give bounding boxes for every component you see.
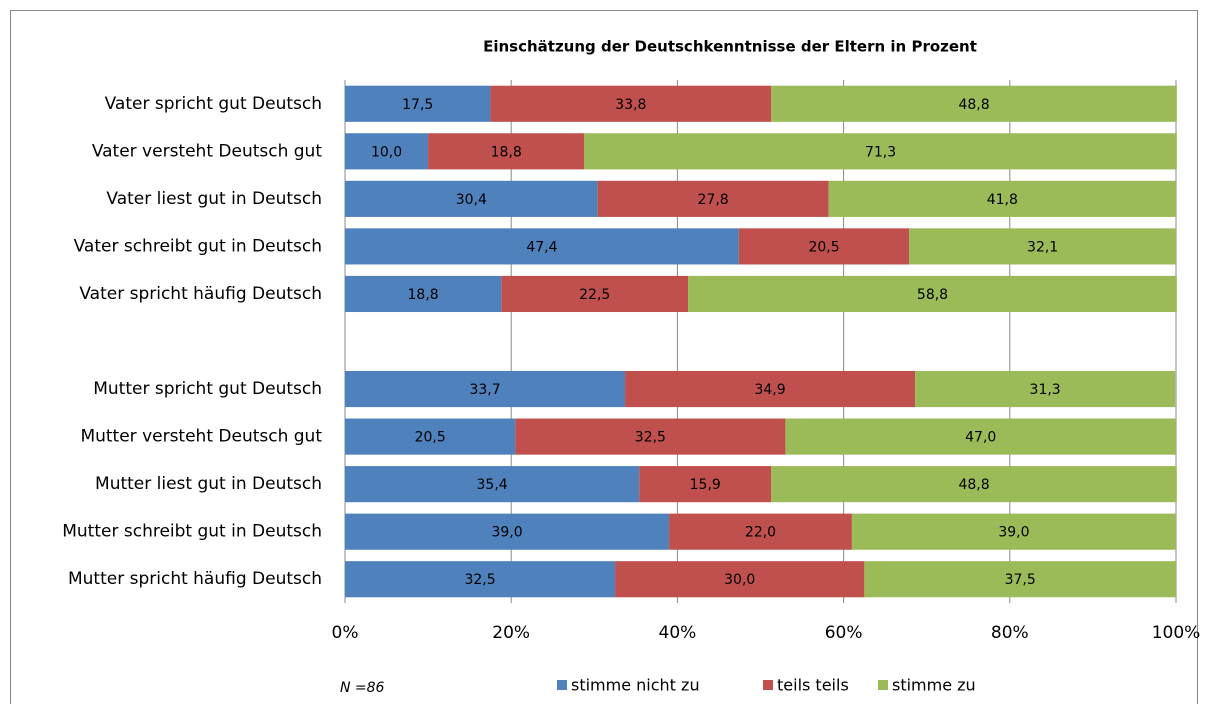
x-tick-label: 0% (332, 623, 359, 643)
x-tick-label: 20% (492, 623, 530, 643)
data-label: 27,8 (698, 192, 729, 208)
data-label: 18,8 (408, 287, 439, 303)
data-label: 58,8 (917, 287, 948, 303)
data-label: 32,5 (635, 430, 666, 446)
y-tick-label: Vater spricht häufig Deutsch (79, 284, 322, 304)
bar-segment (584, 133, 1177, 170)
bar-segment (615, 561, 865, 598)
bar-segment (915, 370, 1176, 408)
y-tick-label: Vater versteht Deutsch gut (92, 141, 323, 161)
y-tick-label: Mutter spricht gut Deutsch (93, 379, 322, 399)
bar-segment (597, 180, 829, 217)
legend-swatch (557, 680, 567, 690)
bar-segment (345, 275, 502, 313)
annotation: N =86 (340, 680, 385, 696)
chart-title: Einschätzung der Deutschkenntnisse der E… (483, 38, 977, 56)
data-label: 17,5 (402, 97, 433, 113)
data-label: 47,0 (965, 430, 996, 446)
bar-segment (501, 275, 689, 313)
bar-segment (625, 370, 916, 408)
bar-segment (345, 228, 739, 265)
bar-segment (515, 418, 786, 455)
data-label: 22,5 (579, 287, 610, 303)
bar-segment (771, 466, 1177, 503)
data-label: 71,3 (865, 144, 896, 160)
data-label: 30,4 (456, 192, 487, 208)
data-label: 20,5 (808, 239, 839, 255)
y-tick-label: Mutter liest gut in Deutsch (95, 474, 322, 494)
bar-segment (345, 180, 598, 217)
data-label: 39,0 (998, 525, 1029, 541)
data-label: 35,4 (477, 477, 508, 493)
data-label: 22,0 (745, 525, 776, 541)
bar-segment (639, 466, 772, 503)
y-tick-label: Mutter schreibt gut in Deutsch (62, 522, 322, 542)
bar-segment (785, 418, 1176, 455)
bar-segment (345, 466, 640, 503)
data-label: 20,5 (415, 430, 446, 446)
data-label: 33,7 (469, 382, 500, 398)
y-tick-label: Vater liest gut in Deutsch (106, 189, 322, 209)
data-label: 32,5 (464, 572, 495, 588)
legend-label: stimme nicht zu (571, 676, 700, 695)
legend-label: stimme zu (892, 676, 976, 695)
legend-label: teils teils (777, 676, 849, 695)
x-tick-label: 40% (659, 623, 697, 643)
bar-segment (490, 85, 772, 122)
bar-segment (345, 561, 616, 598)
bar-segment (909, 228, 1176, 265)
bar-segment (345, 85, 491, 122)
y-tick-label: Vater spricht gut Deutsch (105, 94, 322, 114)
y-tick-label: Mutter versteht Deutsch gut (80, 427, 322, 447)
data-label: 33,8 (615, 97, 646, 113)
bar-segment (688, 275, 1177, 313)
bar-segment (345, 418, 516, 455)
bar-segment (828, 180, 1176, 217)
bar-segment (738, 228, 910, 265)
bar-segment (345, 370, 626, 408)
y-tick-label: Vater schreibt gut in Deutsch (74, 236, 322, 256)
x-tick-label: 80% (991, 623, 1029, 643)
bar-segment (669, 513, 852, 550)
data-label: 32,1 (1027, 239, 1058, 255)
legend-swatch (763, 680, 773, 690)
bar-segment (851, 513, 1176, 550)
data-label: 18,8 (491, 144, 522, 160)
data-label: 10,0 (371, 144, 402, 160)
bar-segment (771, 85, 1177, 122)
data-label: 48,8 (958, 477, 989, 493)
bar-segment (428, 133, 585, 170)
data-label: 47,4 (526, 239, 557, 255)
data-label: 37,5 (1005, 572, 1036, 588)
data-label: 15,9 (690, 477, 721, 493)
bar-segment (345, 133, 429, 170)
bar-segment (345, 513, 670, 550)
data-label: 34,9 (754, 382, 785, 398)
data-label: 48,8 (958, 97, 989, 113)
x-tick-label: 60% (825, 623, 863, 643)
data-label: 39,0 (491, 525, 522, 541)
data-label: 30,0 (724, 572, 755, 588)
data-label: 41,8 (987, 192, 1018, 208)
data-label: 31,3 (1030, 382, 1061, 398)
y-tick-label: Mutter spricht häufig Deutsch (68, 569, 322, 589)
bar-segment (864, 561, 1176, 598)
x-tick-label: 100% (1152, 623, 1201, 643)
chart-frame (10, 10, 1198, 704)
legend-swatch (878, 680, 888, 690)
